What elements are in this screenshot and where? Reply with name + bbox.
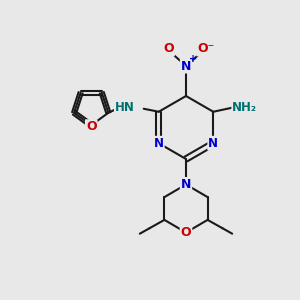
Text: N: N bbox=[181, 59, 191, 73]
Text: O⁻: O⁻ bbox=[197, 42, 214, 56]
Text: N: N bbox=[154, 137, 164, 150]
Text: O: O bbox=[163, 42, 174, 56]
Text: HN: HN bbox=[115, 101, 135, 114]
Text: +: + bbox=[188, 54, 197, 64]
Text: N: N bbox=[181, 178, 191, 191]
Text: O: O bbox=[181, 226, 191, 239]
Text: O: O bbox=[86, 120, 97, 133]
Text: N: N bbox=[208, 137, 218, 150]
Text: NH₂: NH₂ bbox=[232, 101, 257, 114]
